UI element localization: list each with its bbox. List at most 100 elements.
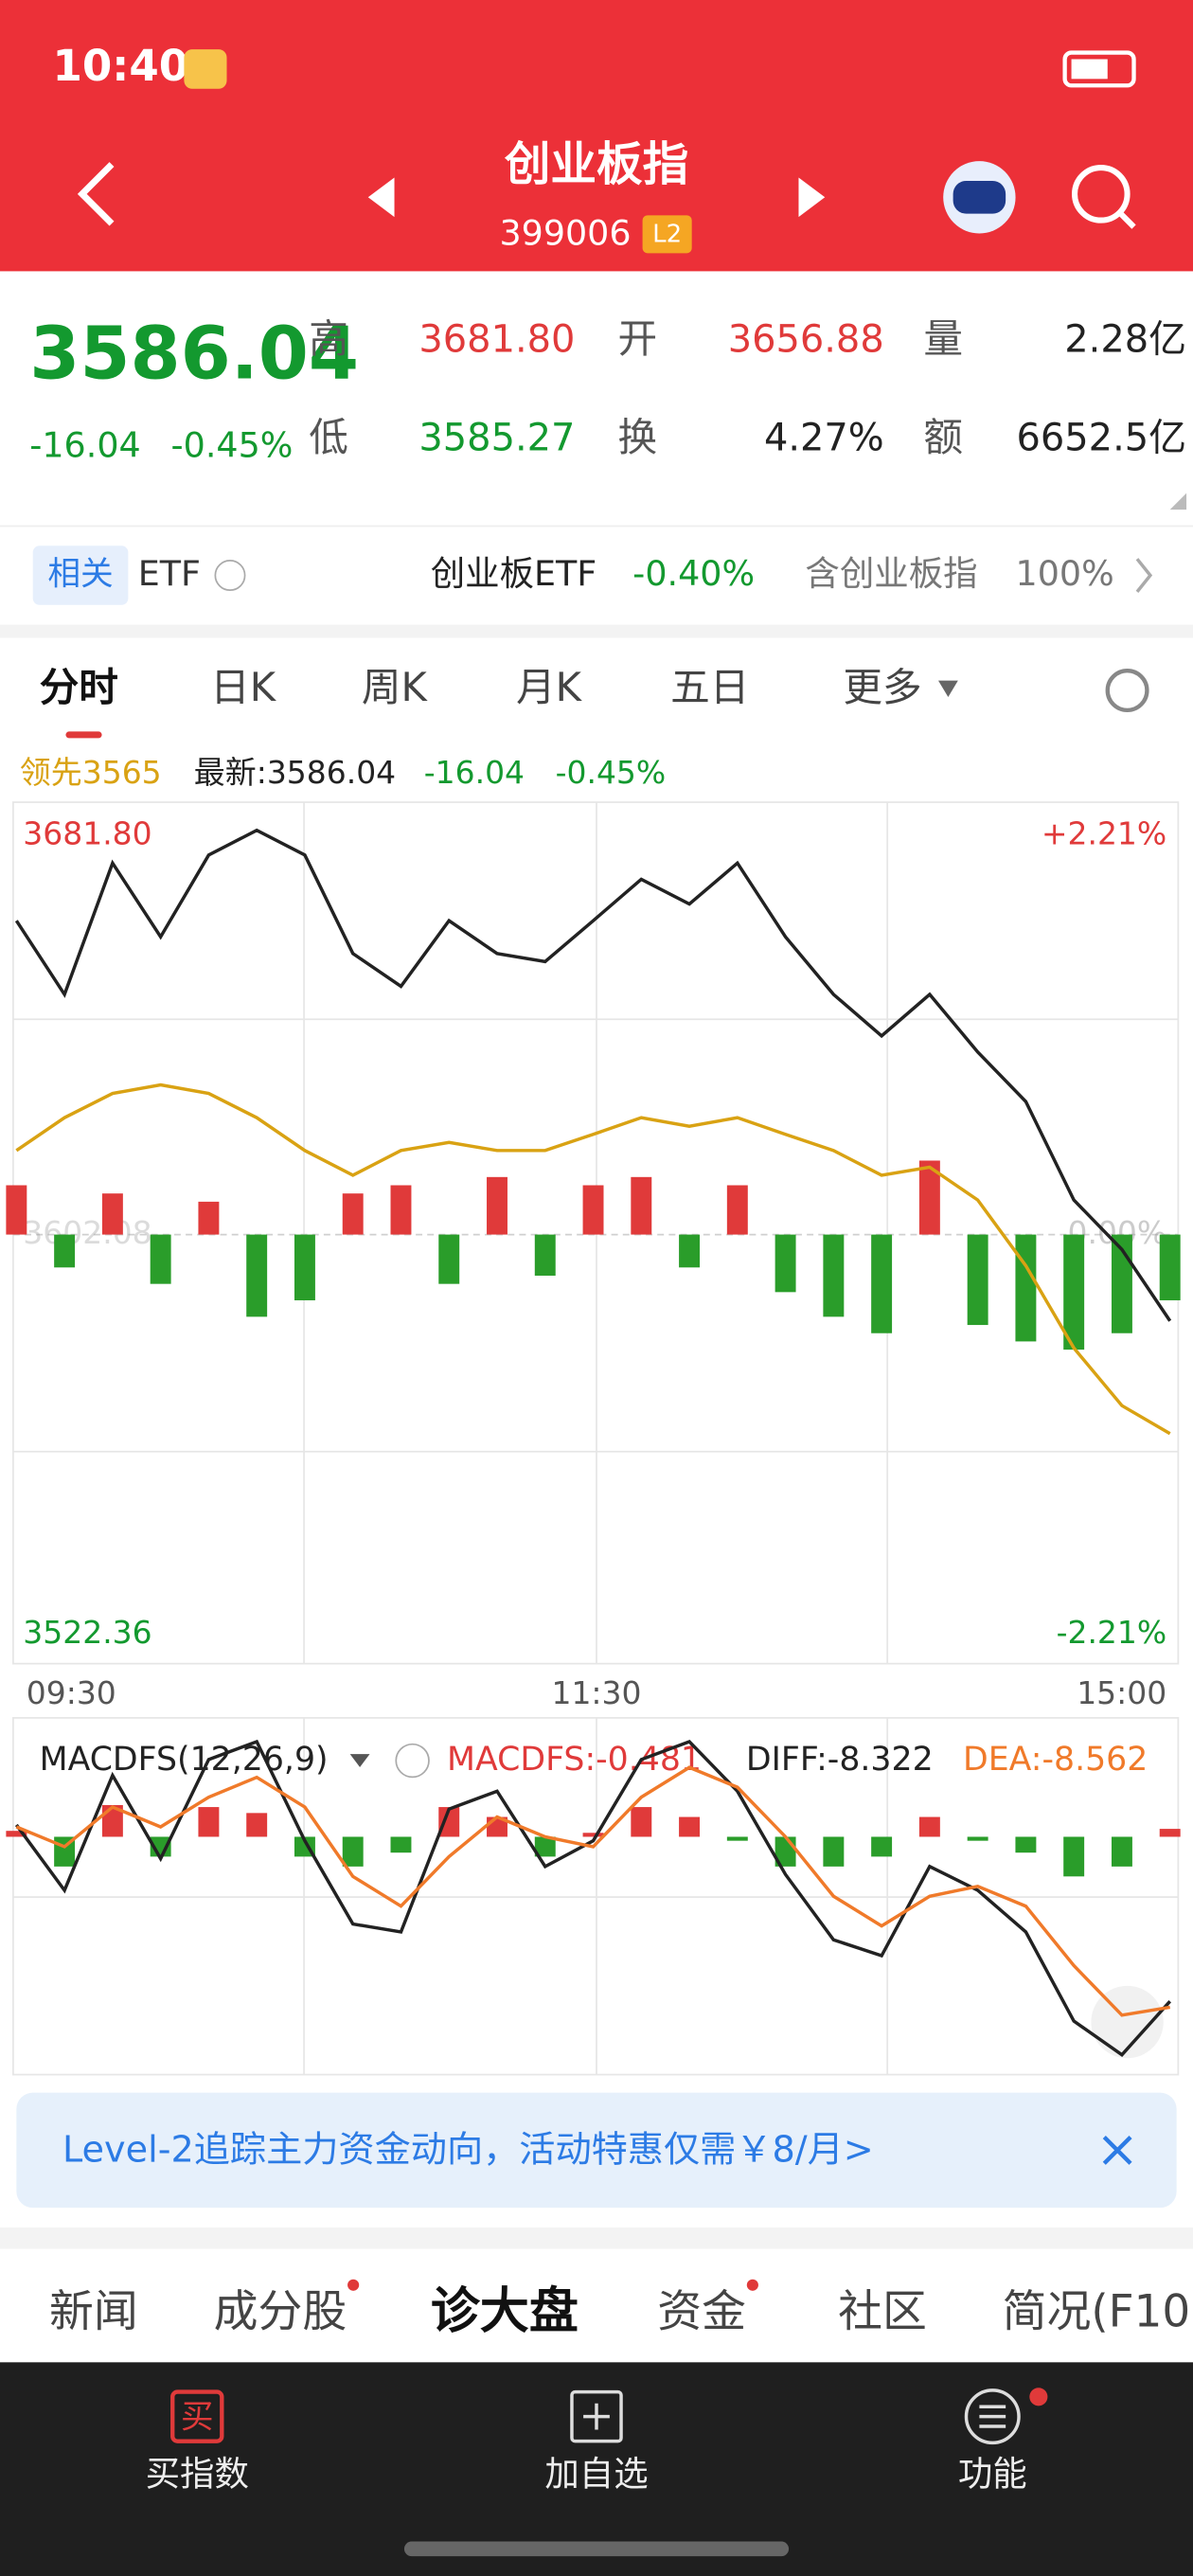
tab[interactable]: 更多 [843,664,921,710]
tag: 相关 [47,556,113,594]
stat-value: 6652.5亿 [1017,417,1187,460]
home-indicator [403,2541,790,2557]
help-icon[interactable] [395,1743,430,1779]
contains[interactable]: 含创业板指 [805,553,977,594]
search-handle [1118,211,1136,229]
nav-label[interactable]: 功能 [958,2454,1027,2495]
indicator-bar [679,1234,701,1268]
banner-bg[interactable] [16,2092,1177,2209]
dropdown [349,1754,370,1767]
y-tick-label: 3681.80 [23,814,151,851]
tab[interactable]: 分时 [40,664,118,710]
macd-line [14,1739,1171,2057]
tab-caret [937,680,958,697]
indicator-bar [1159,1234,1181,1301]
bottom-tab[interactable]: 社区 [838,2287,927,2338]
bottom-tab[interactable]: 新闻 [49,2287,138,2338]
indicator-bar [823,1234,845,1317]
indicator-bar [101,1193,123,1235]
indicator-bar [150,1234,171,1284]
indicator-bar [726,1185,748,1235]
bottom-tab[interactable]: 诊大盘 [431,2283,579,2340]
y-tick-label: 3522.36 [23,1614,151,1651]
indicator-bar [390,1185,412,1235]
badge: L2 [652,221,682,249]
nav-icon[interactable] [964,2388,1021,2445]
legend-pct: -0.45% [556,754,667,791]
stat-label: 高 [309,315,348,362]
weight: 100% [1016,553,1114,594]
code: 399006 [499,213,631,254]
macd-bar [438,1807,460,1837]
x-tick-label: 11:30 [551,1674,641,1711]
menu-lines [979,2405,1006,2428]
indicator-bar [534,1234,556,1276]
tab[interactable]: 日K [210,664,277,710]
tab-indicator [65,731,102,739]
stat-value: 3585.27 [418,417,575,460]
macd-bar [918,1816,940,1837]
etf-change: -0.40% [632,553,755,594]
macd-bar [198,1807,220,1837]
separator [0,624,1193,638]
nav-label[interactable]: 加自选 [544,2454,648,2495]
search-button[interactable] [1072,165,1131,224]
indicator-bar [487,1176,507,1235]
macd-bar [631,1807,652,1837]
macd-bar [967,1836,988,1841]
banner-close[interactable] [1102,2136,1132,2165]
macd-bar [1063,1836,1085,1877]
etf-name[interactable]: 创业板ETF [431,553,597,594]
back-button[interactable] [77,162,115,226]
indicator-bar [6,1185,27,1235]
indicator-bar [198,1201,220,1235]
change-pct: -0.45% [170,425,293,466]
tab[interactable]: 周K [362,664,429,710]
stat-label: 开 [618,315,658,362]
next-button[interactable] [798,177,826,218]
nav-label[interactable]: 买指数 [146,2454,249,2495]
nav-icon-text: 买 [181,2398,214,2436]
y-tick-label: 3602.08 [23,1214,151,1251]
clock: 10:40 [53,41,189,91]
bottom-tab[interactable]: 资金 [657,2287,746,2338]
indicator-bar [438,1234,460,1284]
indicator-bar [1015,1234,1037,1342]
prev-button[interactable] [367,177,395,218]
price-line [14,828,1172,1322]
indicator-bar [582,1185,604,1235]
help-icon[interactable] [214,560,246,592]
dea-value: DEA:-8.562 [963,1741,1148,1779]
stat-label: 量 [923,315,963,362]
battery [1062,50,1136,88]
indicator-bar [294,1234,315,1301]
macd-bar [582,1833,604,1837]
macd-bar [871,1836,893,1857]
settings-icon[interactable] [1105,669,1149,713]
macd-title[interactable]: MACDFS(12,26,9) [40,1741,329,1779]
indicator-bar [967,1234,988,1326]
tab[interactable]: 月K [516,664,583,710]
indicator-bar [54,1234,76,1268]
badge-dot [347,2279,360,2291]
etf-label: ETF [138,553,201,594]
macd-bar [534,1836,556,1857]
banner-text[interactable]: Level-2追踪主力资金动向，活动特惠仅需￥8/月> [62,2130,874,2172]
bottom-tab[interactable]: 简况(F10 [1003,2287,1191,2338]
nav-icon[interactable] [170,2389,224,2443]
bottom-tab[interactable]: 成分股 [214,2287,347,2338]
indicator-bar [631,1176,652,1235]
nav-icon[interactable] [570,2389,623,2443]
title: 创业板指 [505,138,688,191]
robot-face [953,180,1006,214]
y2-tick-label: -2.21% [1057,1614,1167,1651]
separator [0,2227,1193,2249]
badge-dot [746,2279,758,2291]
stat-value: 2.28亿 [1064,318,1186,362]
tab[interactable]: 五日 [670,664,749,710]
change: -16.04 [29,425,140,466]
latest: 最新:3586.04 [194,754,396,791]
lead: 领先3565 [20,754,162,791]
battery-level [1071,59,1108,80]
diff-value: DIFF:-8.322 [746,1741,934,1779]
